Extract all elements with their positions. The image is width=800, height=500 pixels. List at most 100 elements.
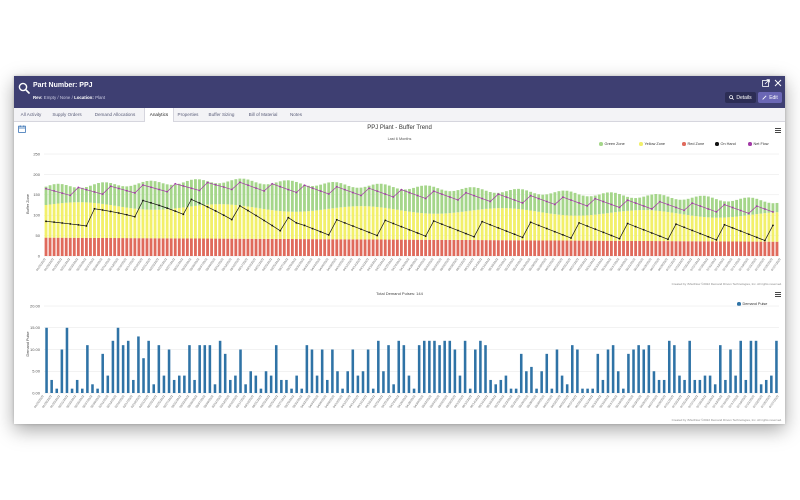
bar-green-zone: [751, 197, 755, 215]
calendar-icon[interactable]: [18, 125, 26, 133]
bar-yellow-zone: [84, 202, 88, 238]
bar-yellow-zone: [759, 213, 763, 242]
details-button[interactable]: Details: [725, 92, 756, 103]
on-hand-point: [368, 231, 370, 234]
bar-green-zone: [492, 192, 496, 209]
tab-buffer-sizing[interactable]: Buffer Sizing: [208, 112, 235, 117]
bar-green-zone: [262, 184, 266, 209]
bar-red-zone: [286, 238, 290, 256]
bar-yellow-zone: [694, 216, 698, 242]
bar-yellow-zone: [363, 206, 367, 240]
tab-supply-orders[interactable]: Supply Orders: [52, 112, 82, 117]
bar-red-zone: [747, 241, 751, 256]
net-flow-point: [570, 199, 572, 201]
tab-properties[interactable]: Properties: [177, 112, 199, 117]
legend-red-zone[interactable]: Red Zone: [682, 142, 704, 146]
bar-red-zone: [614, 240, 617, 256]
demand-pulse-bar: [295, 375, 298, 393]
bar-red-zone: [755, 241, 759, 256]
demand-pulse-bar: [70, 388, 74, 393]
bar-green-zone: [375, 183, 379, 207]
bar-red-zone: [206, 238, 209, 256]
tab-bill-of-material[interactable]: Bill of Material: [248, 112, 278, 117]
demand-pulse-bar: [596, 353, 600, 393]
bar-yellow-zone: [517, 208, 520, 241]
on-hand-point: [723, 223, 726, 226]
bar-yellow-zone: [278, 211, 282, 239]
bar-red-zone: [666, 241, 670, 256]
x-tick-label: 06/11/2022: [582, 394, 594, 409]
close-icon[interactable]: [774, 79, 782, 87]
demand-pulse-bar: [637, 345, 640, 393]
bar-green-zone: [714, 199, 718, 218]
legend-on-hand[interactable]: On Hand: [715, 142, 736, 146]
external-link-icon[interactable]: [762, 79, 770, 87]
bar-green-zone: [52, 184, 56, 204]
chart-menu-icon[interactable]: [775, 128, 781, 133]
bar-green-zone: [630, 197, 634, 211]
bar-yellow-zone: [347, 206, 351, 240]
bar-green-zone: [601, 193, 605, 214]
on-hand-point: [562, 233, 564, 236]
tab-demand-allocations[interactable]: Demand Allocations: [94, 112, 136, 117]
net-flow-point: [85, 188, 88, 191]
bar-yellow-zone: [593, 214, 597, 241]
chart-menu-icon[interactable]: [775, 292, 781, 297]
legend-demand-pulse[interactable]: Demand Pulse: [737, 302, 767, 306]
bar-yellow-zone: [581, 215, 585, 241]
edit-button[interactable]: Edit: [758, 92, 782, 103]
net-flow-point: [707, 208, 710, 210]
bar-red-zone: [605, 240, 609, 256]
demand-pulse-bar: [550, 388, 554, 393]
legend-net-flow[interactable]: Net Flow: [748, 142, 768, 146]
bar-red-zone: [686, 241, 690, 256]
net-flow-point: [335, 185, 338, 188]
bar-yellow-zone: [169, 208, 173, 239]
bar-red-zone: [545, 240, 549, 256]
chart-credit: Created by iShutFlow ©2022 Demand Driven…: [671, 282, 782, 286]
net-flow-point: [133, 192, 136, 194]
on-hand-point: [481, 220, 484, 223]
bar-yellow-zone: [436, 213, 440, 240]
bar-yellow-zone: [145, 209, 149, 239]
legend-yellow-zone[interactable]: Yellow Zone: [639, 142, 665, 146]
bar-red-zone: [618, 240, 621, 256]
demand-pulse-bar: [264, 371, 268, 393]
legend-marker: [748, 142, 752, 146]
bar-red-zone: [735, 241, 739, 256]
demand-pulse-bar: [458, 375, 462, 393]
on-hand-point: [287, 216, 290, 219]
bar-yellow-zone: [56, 203, 60, 238]
bar-yellow-zone: [464, 211, 468, 240]
net-flow-point: [247, 184, 249, 187]
net-flow-point: [206, 181, 209, 184]
tab-analytics[interactable]: Analytics: [144, 108, 174, 122]
legend-green-zone[interactable]: Green Zone: [599, 142, 625, 146]
net-flow-point: [715, 210, 718, 213]
demand-pulse-bar: [734, 375, 737, 393]
bar-red-zone: [404, 239, 407, 256]
demand-pulse-bar: [111, 340, 115, 393]
bar-green-zone: [436, 188, 440, 214]
bar-green-zone: [222, 182, 226, 205]
bar-red-zone: [149, 238, 153, 256]
demand-pulse-bar: [591, 388, 594, 393]
bar-red-zone: [343, 239, 347, 256]
bar-red-zone: [496, 240, 500, 256]
demand-pulse-bar: [576, 349, 579, 393]
bar-red-zone: [541, 240, 545, 256]
bar-yellow-zone: [198, 205, 201, 239]
search-icon[interactable]: [18, 82, 30, 94]
tab-all-activity[interactable]: All Activity: [20, 112, 42, 117]
pencil-icon: [762, 95, 767, 100]
bar-yellow-zone: [294, 211, 298, 240]
bar-green-zone: [173, 184, 177, 209]
bar-yellow-zone: [569, 215, 573, 241]
bar-yellow-zone: [541, 212, 545, 241]
demand-pulse-bar: [474, 349, 477, 393]
tab-notes[interactable]: Notes: [289, 112, 302, 117]
bar-yellow-zone: [670, 212, 674, 242]
bar-red-zone: [48, 237, 52, 256]
bar-red-zone: [763, 241, 767, 256]
demand-pulse-bar: [198, 345, 201, 393]
